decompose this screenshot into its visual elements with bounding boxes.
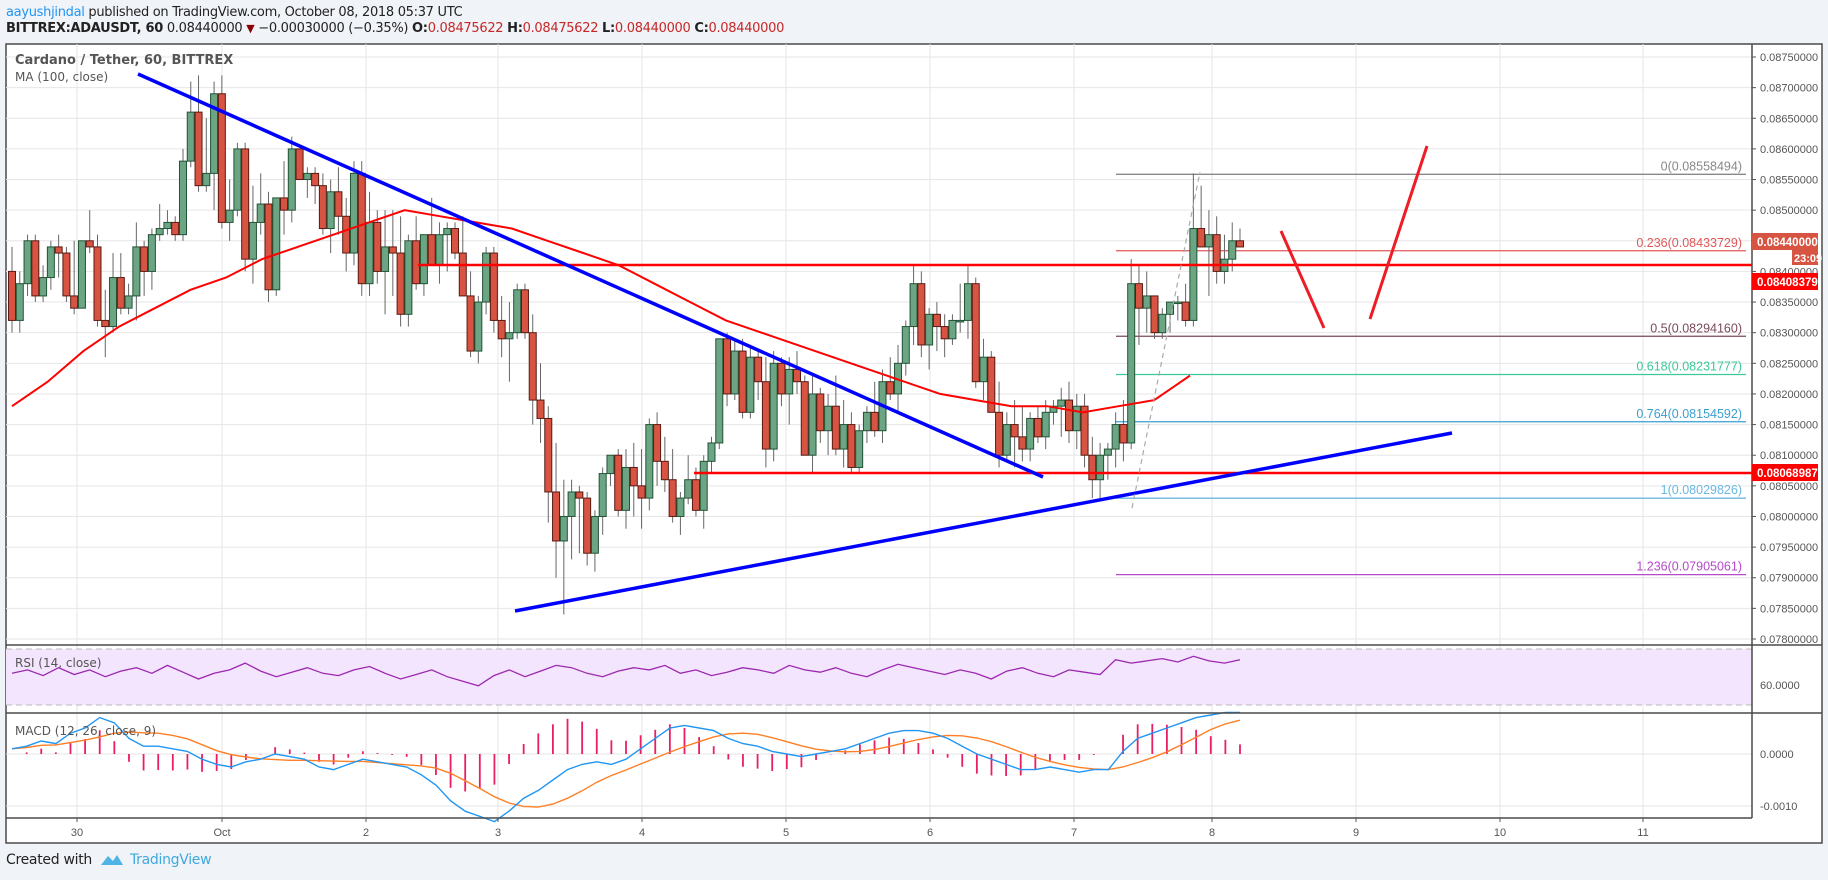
countdown-text: 23:09 bbox=[1794, 253, 1822, 265]
close-value: 0.08440000 bbox=[708, 21, 785, 36]
svg-text:0.08200000: 0.08200000 bbox=[1760, 389, 1818, 401]
fibonacci-retracement[interactable] bbox=[1116, 173, 1746, 576]
svg-text:2: 2 bbox=[363, 827, 369, 839]
svg-text:0.08300000: 0.08300000 bbox=[1760, 328, 1818, 340]
svg-text:0.07800000: 0.07800000 bbox=[1760, 634, 1818, 646]
svg-text:0.07900000: 0.07900000 bbox=[1760, 573, 1818, 585]
open-label: O: bbox=[412, 21, 428, 36]
high-label: H: bbox=[507, 21, 523, 36]
publish-info: aayushjindal published on TradingView.co… bbox=[6, 5, 463, 20]
macd-axis-tick-neg: -0.0010 bbox=[1760, 801, 1797, 813]
svg-text:0.5(0.08294160): 0.5(0.08294160) bbox=[1650, 321, 1742, 335]
footer: Created with TradingView bbox=[6, 852, 212, 868]
resistance-price-text: 0.08408379 bbox=[1757, 277, 1818, 289]
svg-text:8: 8 bbox=[1209, 827, 1215, 839]
macd-line bbox=[11, 711, 1240, 823]
candlestick-series bbox=[8, 75, 1244, 615]
svg-text:0.236(0.08433729): 0.236(0.08433729) bbox=[1636, 236, 1742, 250]
macd-signal-line bbox=[11, 719, 1241, 808]
svg-text:0.08600000: 0.08600000 bbox=[1760, 144, 1818, 156]
svg-text:0.08500000: 0.08500000 bbox=[1760, 205, 1818, 217]
svg-text:0.08250000: 0.08250000 bbox=[1760, 358, 1818, 370]
tradingview-brand: TradingView bbox=[129, 852, 212, 868]
ma-legend[interactable]: MA (100, close) bbox=[15, 70, 108, 84]
author-link[interactable]: aayushjindal bbox=[6, 5, 85, 20]
svg-text:30: 30 bbox=[71, 827, 83, 839]
svg-text:3: 3 bbox=[495, 827, 501, 839]
svg-text:10: 10 bbox=[1494, 827, 1506, 839]
open-value: 0.08475622 bbox=[427, 21, 504, 36]
rsi-legend[interactable]: RSI (14, close) bbox=[15, 656, 101, 670]
high-value: 0.08475622 bbox=[522, 21, 599, 36]
svg-text:9: 9 bbox=[1353, 827, 1359, 839]
macd-axis-tick-zero: 0.0000 bbox=[1760, 749, 1794, 761]
svg-text:0.08650000: 0.08650000 bbox=[1760, 113, 1818, 125]
ma-100-line bbox=[11, 209, 1191, 414]
price-change: −0.00030000 (−0.35%) bbox=[258, 21, 409, 36]
last-price-tag bbox=[1752, 233, 1818, 250]
support-price-text: 0.08068987 bbox=[1757, 468, 1818, 480]
resistance-price-tag bbox=[1752, 273, 1818, 290]
descending-trendline[interactable] bbox=[137, 72, 1044, 479]
svg-text:Oct: Oct bbox=[213, 827, 230, 839]
close-label: C: bbox=[694, 21, 709, 36]
svg-text:11: 11 bbox=[1637, 827, 1648, 839]
svg-text:0.618(0.08231777): 0.618(0.08231777) bbox=[1636, 359, 1742, 373]
ascending-trendline[interactable] bbox=[514, 431, 1453, 613]
svg-text:0.764(0.08154592): 0.764(0.08154592) bbox=[1636, 407, 1742, 421]
support-price-tag bbox=[1752, 464, 1818, 481]
svg-text:4: 4 bbox=[639, 827, 645, 839]
svg-text:0.08700000: 0.08700000 bbox=[1760, 83, 1818, 95]
svg-text:0(0.08558494): 0(0.08558494) bbox=[1661, 159, 1742, 173]
rsi-axis-tick: 60.0000 bbox=[1760, 680, 1800, 692]
fib-trend-dashed-line bbox=[1131, 171, 1201, 509]
svg-text:6: 6 bbox=[927, 827, 933, 839]
svg-text:0.08750000: 0.08750000 bbox=[1760, 52, 1818, 64]
svg-text:0.07850000: 0.07850000 bbox=[1760, 603, 1818, 615]
low-value: 0.08440000 bbox=[614, 21, 691, 36]
svg-text:1(0.08029826): 1(0.08029826) bbox=[1661, 483, 1742, 497]
symbol-info-bar: BITTREX:ADAUSDT, 60 0.08440000 ▼ −0.0003… bbox=[6, 21, 784, 36]
time-axis[interactable]: 30 Oct 2 3 4 5 6 7 8 9 10 11 bbox=[71, 818, 1649, 839]
chart-frame bbox=[5, 43, 1823, 844]
last-price: 0.08440000 bbox=[166, 21, 243, 36]
svg-text:0.08550000: 0.08550000 bbox=[1760, 175, 1818, 187]
rsi-band bbox=[6, 649, 1752, 705]
rsi-line bbox=[11, 655, 1241, 687]
low-label: L: bbox=[602, 21, 615, 36]
tradingview-link[interactable]: TradingView bbox=[100, 852, 212, 868]
macd-histogram bbox=[25, 718, 1241, 792]
countdown-tag bbox=[1792, 250, 1818, 265]
created-with-text: Created with bbox=[6, 852, 92, 868]
svg-text:0.08150000: 0.08150000 bbox=[1760, 420, 1818, 432]
down-arrow-icon: ▼ bbox=[246, 22, 255, 35]
published-text: published on TradingView.com, October 08… bbox=[84, 5, 463, 20]
svg-text:5: 5 bbox=[783, 827, 789, 839]
projection-arrow-down[interactable] bbox=[1279, 230, 1326, 329]
symbol-label: BITTREX:ADAUSDT, 60 bbox=[6, 21, 163, 36]
tradingview-logo-icon bbox=[100, 855, 123, 865]
svg-text:1.236(0.07905061): 1.236(0.07905061) bbox=[1636, 560, 1742, 574]
projection-arrow-up[interactable] bbox=[1368, 145, 1429, 320]
last-price-tag-text: 0.08440000 bbox=[1757, 237, 1818, 249]
svg-text:0.08000000: 0.08000000 bbox=[1760, 511, 1818, 523]
svg-text:0.08350000: 0.08350000 bbox=[1760, 297, 1818, 309]
macd-legend[interactable]: MACD (12, 26, close, 9) bbox=[15, 724, 156, 738]
chart-title: Cardano / Tether, 60, BITTREX bbox=[15, 53, 233, 68]
svg-text:0.08050000: 0.08050000 bbox=[1760, 481, 1818, 493]
fibonacci-labels: 0(0.08558494) 0.236(0.08433729) 0.5(0.0829… bbox=[1636, 159, 1742, 573]
svg-text:7: 7 bbox=[1071, 827, 1077, 839]
svg-text:0.08100000: 0.08100000 bbox=[1760, 450, 1818, 462]
svg-text:0.07950000: 0.07950000 bbox=[1760, 542, 1818, 554]
